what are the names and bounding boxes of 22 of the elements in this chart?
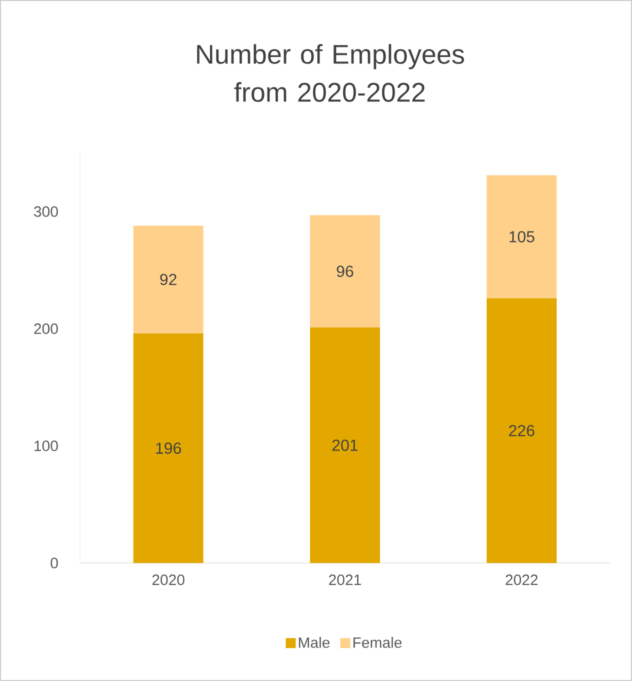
x-tick-label: 2022 (506, 574, 538, 586)
data-label: 226 (509, 424, 534, 436)
bar (310, 328, 380, 563)
bar (486, 298, 557, 563)
data-label: 96 (336, 266, 354, 277)
data-label: 92 (160, 274, 176, 286)
x-tick-label: 2020 (152, 574, 184, 586)
legend-label: Female (353, 636, 402, 648)
data-label: 105 (510, 231, 534, 242)
y-tick-label: 0 (50, 558, 58, 568)
bar (486, 175, 557, 298)
bar (310, 215, 380, 328)
data-label: 201 (332, 440, 358, 451)
data-label: 196 (156, 442, 181, 454)
y-tick-label: 300 (34, 206, 58, 217)
legend-label: Male (298, 636, 330, 648)
y-tick-label: 200 (34, 323, 58, 334)
x-tick-label: 2021 (329, 574, 361, 586)
chart-title: Number of Employees from 2020-2022 (197, 44, 464, 102)
y-tick-label: 100 (34, 440, 58, 452)
bar (133, 226, 204, 334)
bar (133, 333, 204, 563)
